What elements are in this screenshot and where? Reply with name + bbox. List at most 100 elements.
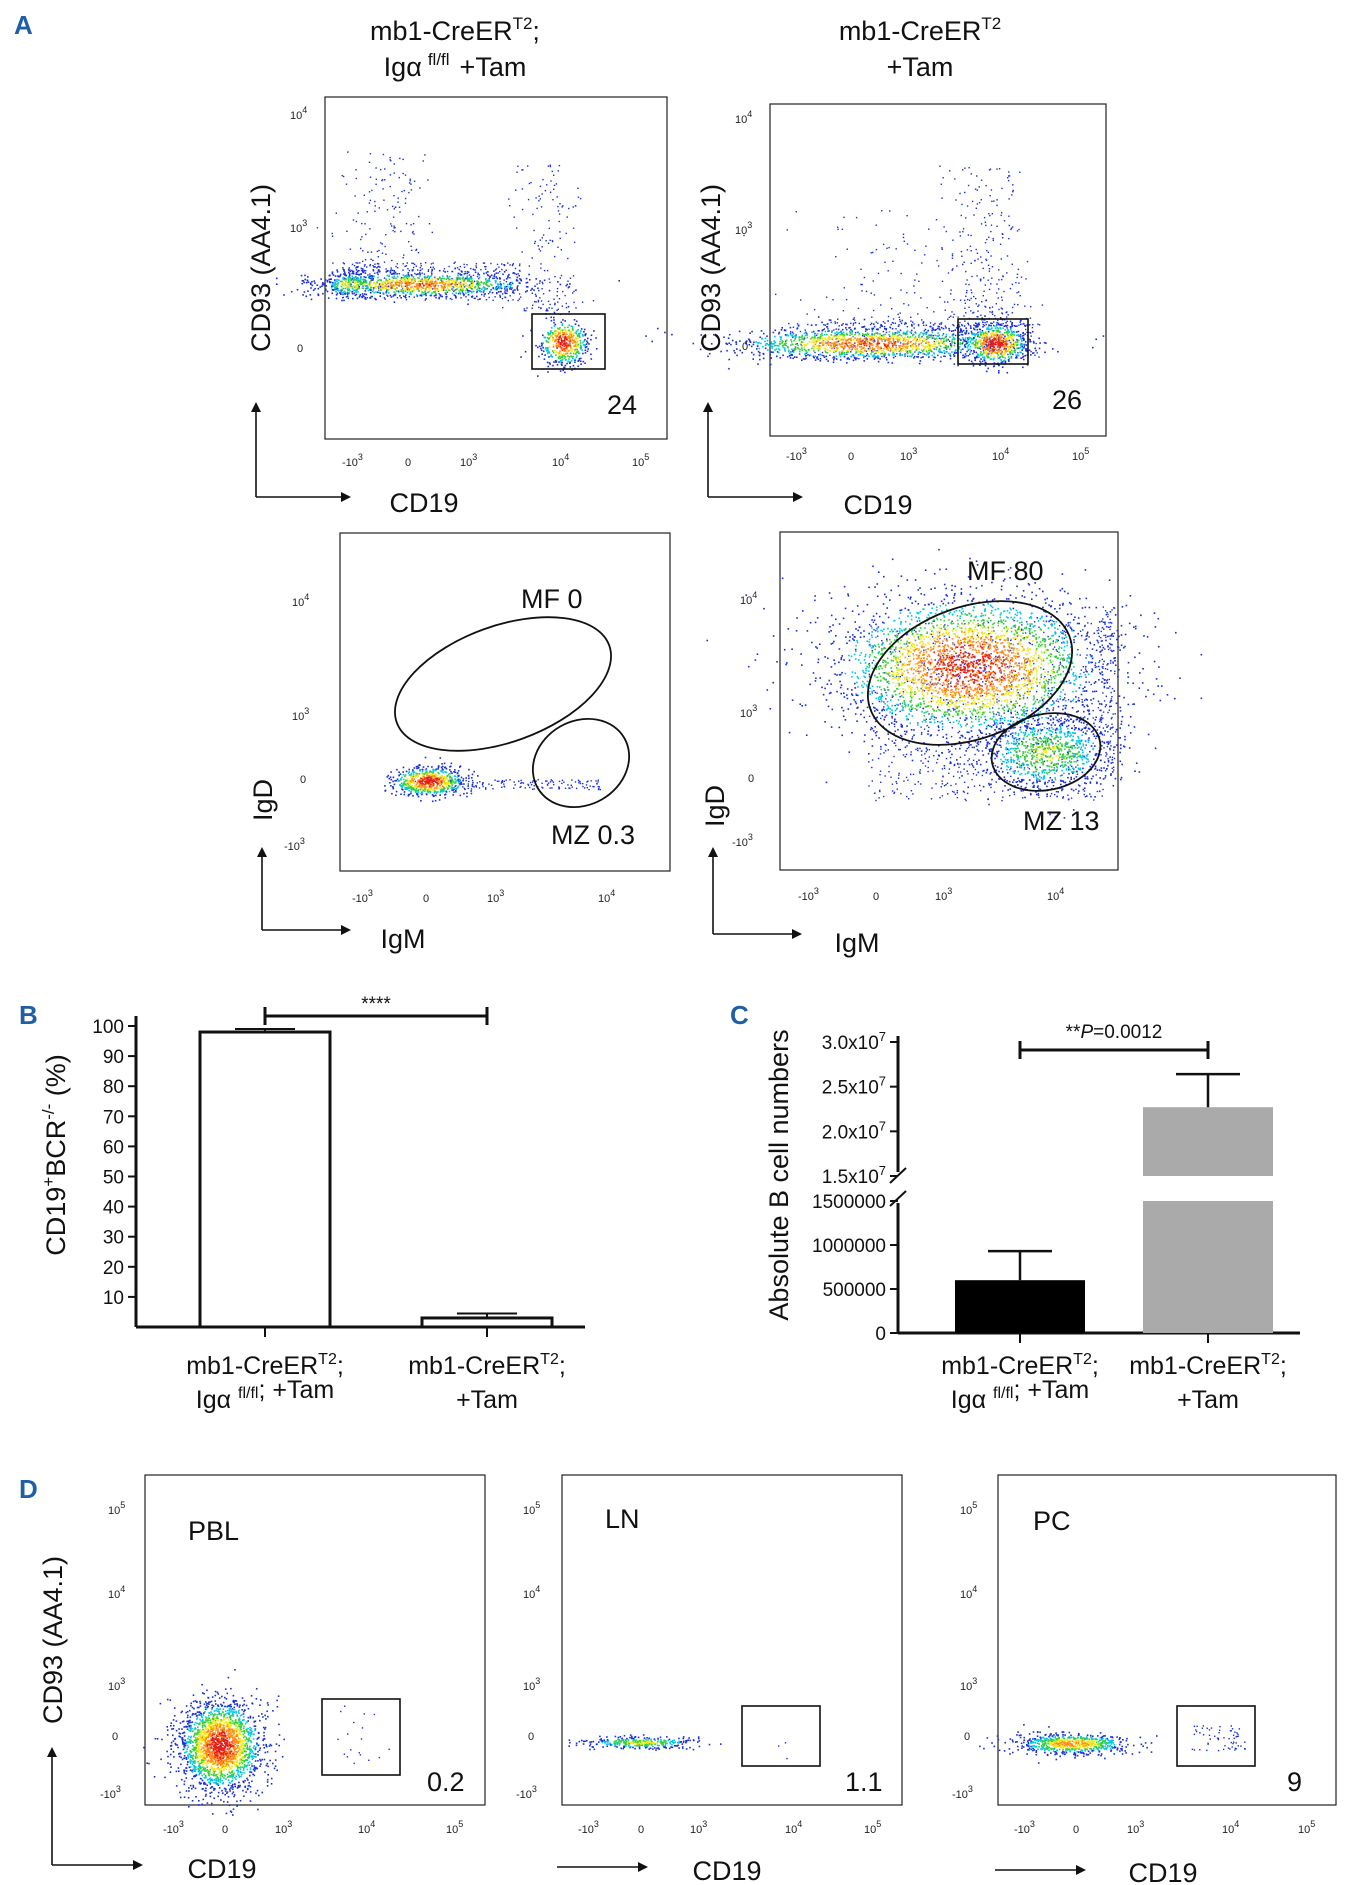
- event-dot: [790, 333, 792, 336]
- event-dot: [356, 279, 359, 282]
- event-dot: [938, 334, 941, 336]
- event-dot: [400, 284, 403, 287]
- event-dot: [402, 289, 405, 292]
- event-dot: [885, 331, 888, 334]
- event-dot: [1001, 187, 1003, 190]
- event-dot: [393, 275, 395, 278]
- event-dot: [374, 272, 376, 274]
- event-dot: [892, 332, 894, 334]
- event-dot: [877, 332, 879, 335]
- event-dot: [354, 279, 357, 281]
- event-dot: [372, 269, 375, 271]
- event-dot: [898, 324, 900, 326]
- event-dot: [979, 333, 982, 335]
- event-dot: [969, 340, 972, 343]
- event-dot: [871, 327, 873, 330]
- event-dot: [998, 323, 1001, 326]
- event-dot: [971, 337, 973, 340]
- event-dot: [486, 281, 488, 283]
- event-dot: [757, 350, 760, 353]
- event-dot: [976, 203, 979, 205]
- event-dot: [921, 262, 923, 264]
- event-dot: [965, 355, 968, 357]
- event-dot: [881, 335, 884, 337]
- event-dot: [921, 336, 923, 338]
- plot-a2-dots: [645, 165, 1105, 374]
- event-dot: [573, 241, 576, 244]
- event-dot: [986, 328, 988, 331]
- event-dot: [929, 348, 931, 350]
- event-dot: [974, 346, 977, 349]
- event-dot: [429, 282, 432, 284]
- event-dot: [389, 185, 391, 188]
- event-dot: [996, 336, 998, 338]
- event-dot: [451, 278, 453, 280]
- event-dot: [391, 259, 393, 262]
- event-dot: [338, 275, 341, 278]
- event-dot: [484, 288, 486, 291]
- event-dot: [406, 283, 408, 286]
- event-dot: [996, 338, 998, 340]
- event-dot: [378, 265, 380, 268]
- event-dot: [568, 358, 570, 360]
- event-dot: [982, 324, 985, 326]
- event-dot: [507, 262, 509, 264]
- event-dot: [540, 307, 542, 310]
- event-dot: [362, 268, 364, 270]
- event-dot: [863, 360, 865, 362]
- event-dot: [426, 283, 428, 286]
- event-dot: [892, 322, 895, 324]
- event-dot: [839, 355, 842, 358]
- event-dot: [953, 355, 956, 357]
- event-dot: [578, 336, 581, 338]
- event-dot: [1008, 339, 1010, 342]
- event-dot: [364, 281, 367, 284]
- event-dot: [386, 286, 388, 289]
- event-dot: [421, 272, 423, 274]
- event-dot: [993, 336, 996, 339]
- event-dot: [1001, 278, 1003, 281]
- event-dot: [882, 334, 885, 336]
- event-dot: [359, 282, 362, 285]
- event-dot: [841, 328, 844, 331]
- event-dot: [576, 351, 579, 353]
- event-dot: [548, 356, 550, 358]
- event-dot: [853, 328, 856, 330]
- event-dot: [1011, 331, 1014, 334]
- event-dot: [555, 351, 558, 353]
- event-dot: [866, 328, 868, 331]
- event-dot: [977, 325, 979, 327]
- event-dot: [556, 295, 558, 297]
- event-dot: [823, 324, 825, 326]
- event-dot: [954, 334, 957, 337]
- event-dot: [893, 353, 896, 356]
- event-dot: [374, 297, 376, 300]
- event-dot: [765, 343, 768, 345]
- event-dot: [966, 279, 968, 281]
- event-dot: [854, 346, 857, 349]
- event-dot: [851, 346, 854, 349]
- event-dot: [404, 296, 406, 298]
- event-dot: [866, 354, 869, 356]
- event-dot: [901, 319, 903, 322]
- event-dot: [592, 300, 595, 302]
- event-dot: [974, 333, 976, 336]
- event-dot: [962, 356, 964, 359]
- event-dot: [986, 321, 988, 323]
- event-dot: [792, 326, 795, 328]
- event-dot: [938, 343, 940, 346]
- event-dot: [432, 262, 434, 264]
- event-dot: [354, 195, 356, 197]
- event-dot: [430, 285, 433, 288]
- event-dot: [421, 291, 423, 293]
- event-dot: [867, 333, 870, 336]
- event-dot: [913, 333, 915, 336]
- event-dot: [560, 274, 563, 277]
- event-dot: [486, 279, 489, 282]
- event-dot: [840, 333, 843, 336]
- event-dot: [568, 335, 570, 337]
- event-dot: [767, 344, 770, 346]
- event-dot: [531, 292, 533, 294]
- event-dot: [872, 309, 875, 312]
- event-dot: [890, 323, 892, 326]
